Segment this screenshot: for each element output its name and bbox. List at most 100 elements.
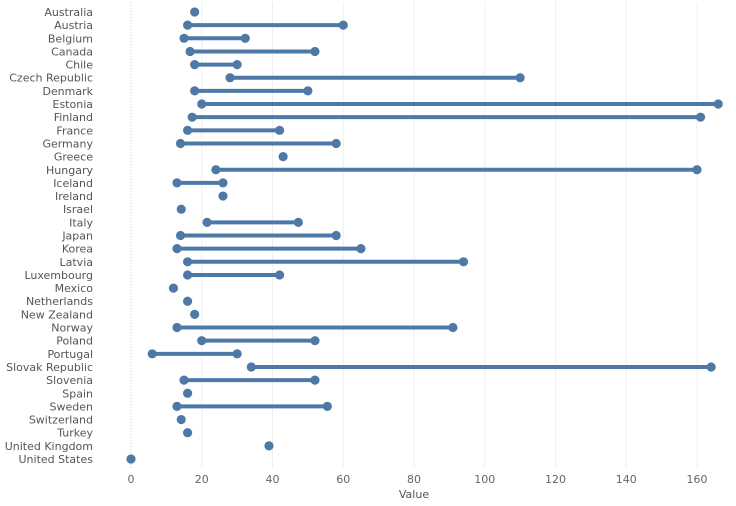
x-tick-label: 60: [336, 473, 350, 486]
y-tick-label: United Kingdom: [5, 440, 93, 453]
low-dot: [176, 204, 186, 214]
y-tick-label: Israel: [63, 203, 93, 216]
low-dot: [218, 191, 228, 201]
low-dot: [187, 112, 197, 122]
high-dot: [310, 46, 320, 57]
low-dot: [211, 165, 221, 175]
y-tick-label: Norway: [51, 322, 93, 335]
high-dot: [458, 257, 469, 267]
low-dot: [183, 428, 193, 438]
low-dot: [264, 441, 274, 451]
y-tick-label: Netherlands: [26, 295, 93, 308]
low-dot: [175, 138, 186, 149]
x-tick-label: 20: [195, 473, 209, 486]
low-dot: [225, 73, 235, 83]
high-dot: [515, 73, 525, 83]
low-dot: [179, 33, 189, 43]
x-tick-label: 0: [128, 473, 135, 486]
y-tick-label: Spain: [62, 387, 93, 400]
low-dot: [183, 20, 193, 30]
x-tick-label: 140: [616, 473, 637, 486]
y-tick-label: Slovak Republic: [6, 361, 93, 374]
high-dot: [331, 138, 341, 149]
y-tick-label: Belgium: [48, 32, 93, 45]
x-tick-label: 40: [266, 473, 280, 486]
low-dot: [185, 46, 195, 57]
low-dot: [172, 178, 182, 188]
y-tick-label: Japan: [61, 230, 93, 243]
y-tick-label: Chile: [65, 59, 93, 72]
y-tick-label: Slovenia: [46, 374, 93, 387]
low-dot: [278, 152, 288, 162]
y-tick-label: Finland: [54, 111, 93, 124]
low-dot: [183, 388, 193, 398]
high-dot: [232, 59, 242, 70]
y-tick-label: Korea: [62, 243, 93, 256]
low-dot: [172, 322, 182, 333]
high-dot: [232, 349, 242, 359]
low-dot: [168, 283, 179, 293]
y-tick-label: Italy: [69, 216, 93, 229]
low-dot: [183, 257, 193, 267]
low-dot: [190, 86, 200, 96]
x-axis-label: Value: [399, 488, 429, 501]
y-tick-label: Czech Republic: [9, 72, 93, 85]
y-tick-label: Canada: [51, 45, 93, 58]
low-dot: [197, 336, 207, 346]
y-tick-label: Hungary: [46, 164, 93, 177]
low-dot: [183, 296, 193, 306]
high-dot: [274, 125, 285, 135]
y-tick-label: Estonia: [53, 98, 94, 111]
y-tick-label: Latvia: [60, 256, 94, 269]
low-dot: [190, 309, 200, 319]
y-tick-label: Austria: [54, 19, 93, 32]
high-dot: [356, 244, 366, 254]
low-dot: [190, 7, 200, 17]
y-tick-label: Germany: [42, 137, 93, 150]
low-dot: [172, 244, 182, 254]
high-dot: [331, 230, 341, 241]
high-dot: [218, 178, 228, 188]
low-dot: [175, 230, 186, 241]
low-dot: [197, 99, 207, 109]
high-dot: [310, 336, 320, 346]
y-tick-label: Turkey: [56, 427, 93, 440]
y-tick-label: France: [56, 124, 93, 137]
high-dot: [240, 33, 250, 43]
y-tick-label: New Zealand: [21, 308, 93, 321]
low-dot: [190, 59, 200, 70]
high-dot: [706, 362, 716, 372]
chart-marks: [126, 7, 723, 464]
low-dot: [246, 362, 256, 372]
x-axis-ticks: 0 20 40 60 80 100 120 140 160: [128, 473, 708, 486]
x-tick-label: 160: [687, 473, 708, 486]
high-dot: [338, 20, 348, 30]
high-dot: [303, 86, 313, 96]
y-tick-label: Australia: [44, 6, 93, 19]
y-tick-label: Mexico: [55, 282, 94, 295]
x-tick-label: 120: [545, 473, 566, 486]
high-dot: [293, 217, 303, 227]
y-tick-label: United States: [19, 453, 94, 466]
y-tick-label: Switzerland: [29, 414, 93, 427]
low-dot: [126, 454, 136, 464]
y-tick-label: Greece: [54, 151, 93, 164]
high-dot: [274, 270, 285, 280]
y-tick-label: Denmark: [42, 85, 93, 98]
low-dot: [172, 401, 182, 412]
high-dot: [448, 322, 458, 333]
y-axis-labels: AustraliaAustriaBelgiumCanadaChileCzech …: [5, 6, 94, 466]
y-tick-label: Sweden: [50, 400, 93, 413]
x-tick-label: 80: [407, 473, 421, 486]
high-dot: [713, 99, 723, 109]
y-tick-label: Luxembourg: [24, 269, 93, 282]
x-tick-label: 100: [474, 473, 495, 486]
y-tick-label: Portugal: [47, 348, 93, 361]
high-dot: [692, 165, 702, 175]
low-dot: [202, 217, 212, 227]
y-tick-label: Poland: [56, 335, 93, 348]
low-dot: [183, 125, 193, 135]
y-tick-label: Iceland: [53, 177, 93, 190]
high-dot: [322, 401, 332, 412]
